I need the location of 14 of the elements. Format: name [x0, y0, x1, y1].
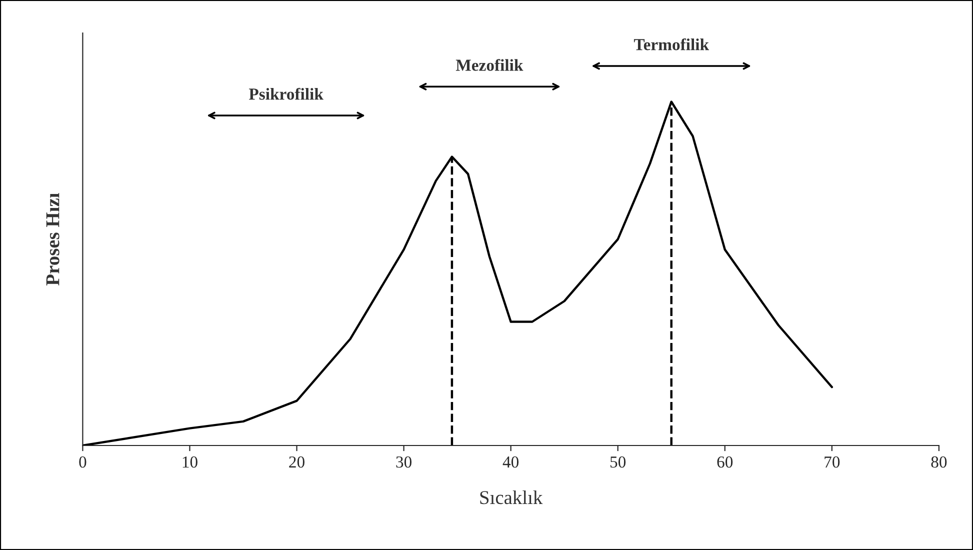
x-tick-label: 30	[396, 456, 412, 468]
x-axis-title: Sıcaklık	[480, 490, 543, 504]
x-tick-label: 60	[717, 456, 733, 468]
text: Termofilik	[634, 38, 710, 50]
text: Psikrofilik	[248, 88, 324, 100]
x-tick-label: 20	[289, 456, 304, 468]
x-tick-label: 10	[182, 456, 198, 468]
x-tick-label: 0	[79, 456, 86, 468]
x-tick-label: 70	[824, 456, 840, 468]
y-axis-title: Proses Hızı	[46, 193, 60, 286]
text: Mezofilik	[456, 58, 524, 71]
x-tick-label: 80	[931, 456, 947, 468]
x-tick-label: 40	[502, 456, 519, 468]
x-tick-label: 50	[610, 456, 626, 468]
